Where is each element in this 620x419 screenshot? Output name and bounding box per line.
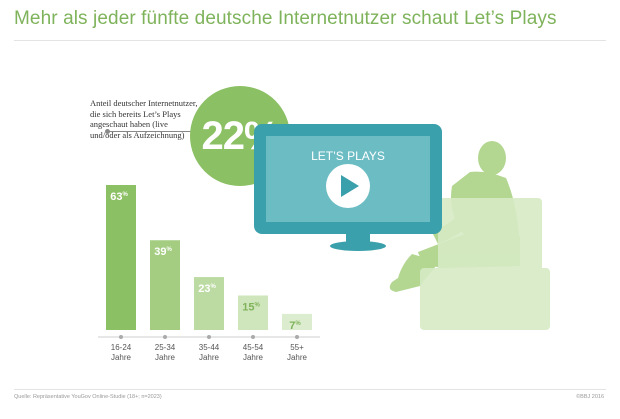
axis-tick: [295, 335, 299, 339]
bar-45-54: [238, 295, 268, 330]
category-label: Jahre: [199, 353, 220, 362]
axis-tick: [251, 335, 255, 339]
category-label: Jahre: [111, 353, 132, 362]
chair-icon: [420, 198, 550, 330]
category-label: Jahre: [155, 353, 176, 362]
category-label: 55+: [290, 343, 304, 352]
page-title: Mehr als jeder fünfte deutsche Internetn…: [14, 8, 557, 29]
monitor-icon: LET’S PLAYS: [254, 124, 442, 251]
age-bar-chart: 63%16-24Jahre39%25-34Jahre23%35-44Jahre1…: [98, 185, 320, 362]
category-label: Jahre: [243, 353, 264, 362]
footer-divider: [14, 389, 606, 390]
axis-tick: [119, 335, 123, 339]
share-connector-line: [105, 129, 194, 134]
source-note: Quelle: Repräsentative YouGov Online-Stu…: [14, 394, 162, 400]
title-divider: [14, 40, 606, 41]
copyright-note: ©BBJ 2016: [576, 394, 604, 400]
bar-value-label: 7%: [289, 320, 301, 332]
category-label: 16-24: [111, 343, 132, 352]
bar-55+: [282, 313, 312, 330]
share-description: Anteil deutscher Internetnutzer, die sic…: [90, 98, 198, 140]
axis-tick: [207, 335, 211, 339]
category-label: Jahre: [287, 353, 308, 362]
axis-tick: [163, 335, 167, 339]
bar-35-44: [194, 277, 224, 330]
category-label: 25-34: [155, 343, 176, 352]
bar-16-24: [106, 185, 136, 330]
screen-label: LET’S PLAYS: [311, 149, 385, 163]
category-label: 35-44: [199, 343, 220, 352]
category-label: 45-54: [243, 343, 264, 352]
bar-25-34: [150, 240, 180, 330]
